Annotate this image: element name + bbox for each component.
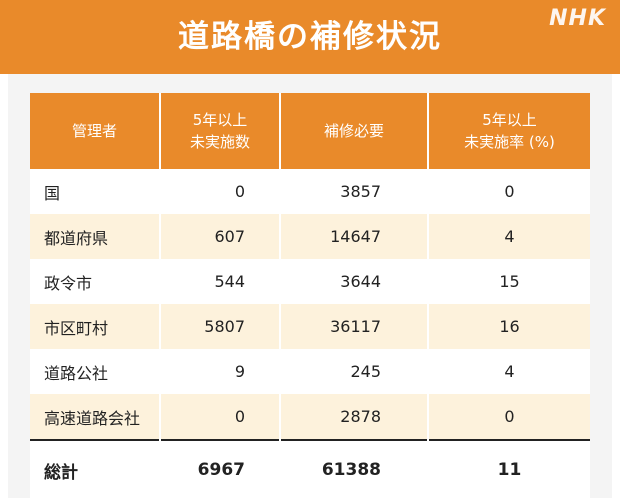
header-rate-line1: 5年以上 — [482, 111, 537, 129]
nhk-logo: NHK — [549, 6, 606, 31]
table-row: 道路公社 9 245 4 — [30, 349, 590, 394]
cell-rate: 0 — [428, 169, 590, 214]
cell-rate: 15 — [428, 259, 590, 304]
cell-unimplemented: 0 — [160, 169, 281, 214]
cell-repair-needed: 2878 — [280, 394, 429, 440]
table-row: 都道府県 607 14647 4 — [30, 214, 590, 259]
header-unimplemented: 5年以上 未実施数 — [160, 93, 281, 169]
total-row: 総計 6967 61388 11 — [30, 439, 590, 499]
cell-unimplemented: 0 — [160, 394, 281, 440]
total-repair-needed: 61388 — [280, 439, 429, 499]
total-label: 総計 — [30, 439, 161, 499]
header-admin-line1: 管理者 — [71, 122, 117, 140]
header-rate: 5年以上 未実施率 (%) — [428, 93, 590, 169]
cell-admin: 国 — [30, 169, 161, 214]
header-admin: 管理者 — [30, 93, 161, 169]
cell-unimplemented: 9 — [160, 349, 281, 394]
header-unimplemented-line2: 未実施数 — [189, 133, 250, 151]
header-repair-needed-line1: 補修必要 — [323, 122, 384, 140]
total-rate: 11 — [428, 439, 590, 499]
cell-admin: 高速道路会社 — [30, 394, 161, 440]
table-row: 政令市 544 3644 15 — [30, 259, 590, 304]
cell-admin: 都道府県 — [30, 214, 161, 259]
header-rate-line2: 未実施率 (%) — [464, 133, 555, 151]
table-row: 市区町村 5807 36117 16 — [30, 304, 590, 349]
cell-admin: 道路公社 — [30, 349, 161, 394]
cell-unimplemented: 544 — [160, 259, 281, 304]
cell-rate: 16 — [428, 304, 590, 349]
table-row: 国 0 3857 0 — [30, 169, 590, 214]
bridge-repair-table: 管理者 5年以上 未実施数 補修必要 5年以上 未実施率 (%) 国 0 385… — [30, 93, 590, 499]
cell-repair-needed: 245 — [280, 349, 429, 394]
cell-admin: 市区町村 — [30, 304, 161, 349]
cell-admin: 政令市 — [30, 259, 161, 304]
header-row: 管理者 5年以上 未実施数 補修必要 5年以上 未実施率 (%) — [30, 93, 590, 169]
cell-repair-needed: 3644 — [280, 259, 429, 304]
page-title: 道路橋の補修状況 — [178, 19, 442, 55]
cell-repair-needed: 36117 — [280, 304, 429, 349]
cell-rate: 4 — [428, 214, 590, 259]
cell-repair-needed: 3857 — [280, 169, 429, 214]
cell-unimplemented: 607 — [160, 214, 281, 259]
table-row: 高速道路会社 0 2878 0 — [30, 394, 590, 440]
cell-repair-needed: 14647 — [280, 214, 429, 259]
header-repair-needed: 補修必要 — [280, 93, 429, 169]
cell-unimplemented: 5807 — [160, 304, 281, 349]
total-unimplemented: 6967 — [160, 439, 281, 499]
cell-rate: 4 — [428, 349, 590, 394]
title-banner — [0, 0, 620, 74]
cell-rate: 0 — [428, 394, 590, 440]
header-unimplemented-line1: 5年以上 — [192, 111, 248, 129]
